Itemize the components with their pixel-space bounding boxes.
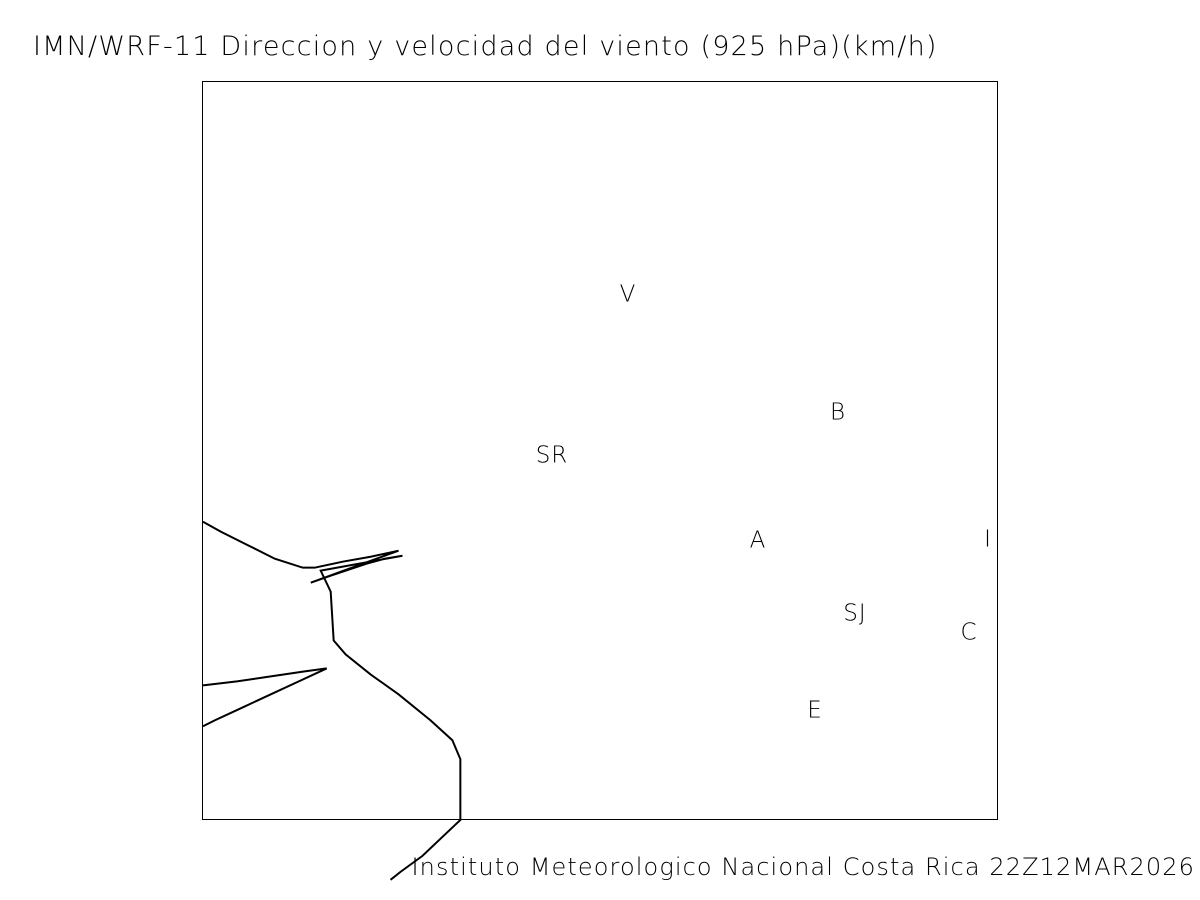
footer-caption: Instituto Meteorologico Nacional Costa R…: [411, 853, 1195, 881]
station-label-sr: SR: [535, 442, 569, 469]
page-title: IMN/WRF-11 Direccion y velocidad del vie…: [33, 31, 938, 62]
coastline-main-path: [202, 520, 462, 881]
station-label-v: V: [619, 281, 637, 308]
station-label-c: C: [960, 619, 978, 646]
station-label-a: A: [749, 527, 767, 554]
coastline-spit-path: [202, 667, 328, 728]
station-label-e: E: [807, 697, 823, 724]
station-label-sj: SJ: [843, 600, 867, 627]
station-label-b: B: [829, 399, 847, 426]
station-label-i: I: [984, 526, 992, 553]
coastline-layer: [202, 520, 462, 881]
map-plot-frame: [202, 81, 998, 881]
